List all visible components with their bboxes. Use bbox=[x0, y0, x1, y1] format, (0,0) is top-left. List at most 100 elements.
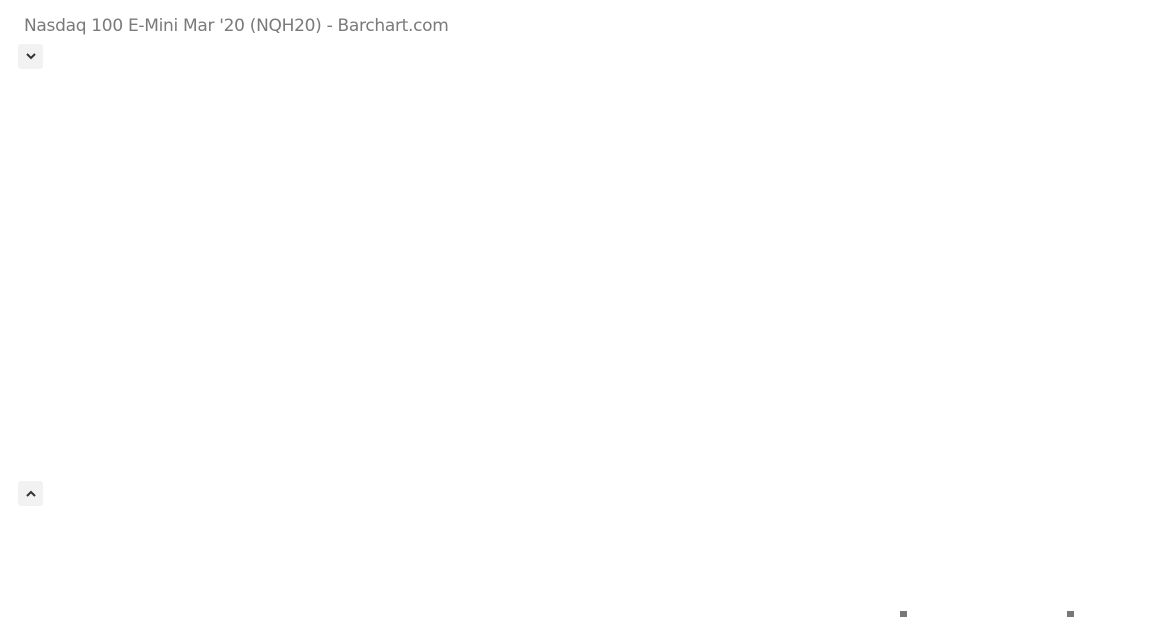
volume-bar bbox=[780, 516, 787, 589]
candle bbox=[692, 149, 700, 167]
candle bbox=[613, 196, 621, 205]
candle bbox=[868, 81, 876, 84]
volume-average-tag-bg bbox=[1093, 557, 1151, 576]
volume-bar bbox=[648, 535, 655, 589]
volume-bar bbox=[798, 492, 805, 589]
volume-bar bbox=[903, 513, 910, 589]
candle bbox=[507, 254, 515, 262]
candle bbox=[156, 321, 164, 339]
last-price-tag: 9,732.00 bbox=[1095, 44, 1148, 58]
candle bbox=[595, 192, 603, 205]
candle bbox=[200, 323, 208, 340]
y-tick-label: 7,000.00 bbox=[1095, 464, 1148, 478]
volume-bar bbox=[244, 549, 251, 589]
candle bbox=[859, 81, 867, 102]
volume-bar bbox=[481, 553, 488, 589]
candle bbox=[841, 92, 849, 104]
candle bbox=[41, 343, 49, 351]
volume-bar bbox=[332, 553, 339, 589]
volume-bar bbox=[226, 549, 233, 589]
volume-bar bbox=[411, 559, 418, 589]
volume-bar bbox=[560, 549, 567, 589]
volume-bar bbox=[121, 542, 128, 589]
volume-bar bbox=[464, 541, 471, 589]
candle bbox=[349, 275, 357, 278]
candle bbox=[762, 124, 770, 141]
candle bbox=[797, 129, 805, 147]
moving-average-red-line bbox=[11, 153, 908, 357]
volume-bar bbox=[42, 533, 49, 589]
volume-bar bbox=[604, 552, 611, 589]
candle bbox=[525, 240, 533, 244]
volume-bar bbox=[393, 542, 400, 589]
volume-bar bbox=[508, 552, 515, 589]
candle bbox=[481, 255, 489, 271]
candle bbox=[498, 260, 506, 264]
plot-frame bbox=[11, 7, 1087, 590]
volume-bar bbox=[59, 550, 66, 589]
candle bbox=[164, 321, 172, 325]
candle bbox=[657, 184, 665, 187]
volume-bar bbox=[323, 561, 330, 589]
candle bbox=[68, 350, 76, 364]
candle bbox=[665, 171, 673, 188]
candle bbox=[586, 204, 594, 207]
volume-bar bbox=[297, 553, 304, 589]
collapse-volume-pane-button[interactable] bbox=[18, 481, 43, 506]
candle bbox=[261, 296, 269, 303]
volume-bar bbox=[727, 539, 734, 589]
candle bbox=[745, 133, 752, 136]
candle bbox=[718, 141, 726, 154]
x-tick-label: Oct 14 bbox=[130, 597, 170, 611]
volume-bar bbox=[736, 528, 743, 589]
candle bbox=[393, 273, 401, 277]
ma-blue-tag-bg bbox=[1093, 269, 1151, 288]
scroll-handle-right[interactable] bbox=[1067, 611, 1074, 617]
collapse-price-pane-button[interactable] bbox=[18, 44, 43, 69]
volume-bar bbox=[279, 552, 286, 589]
candle bbox=[551, 220, 559, 225]
x-tick-label: Nov 25 bbox=[390, 597, 433, 611]
candle bbox=[252, 298, 260, 309]
x-tick-label: Jan 20 bbox=[711, 597, 750, 611]
candle bbox=[604, 192, 612, 197]
volume-bar bbox=[437, 561, 444, 589]
candle bbox=[789, 143, 797, 149]
candle bbox=[305, 280, 313, 284]
volume-bar bbox=[552, 544, 559, 589]
volume-bar bbox=[517, 518, 524, 589]
last-volume-tag-bg bbox=[1093, 504, 1151, 523]
volume-bar bbox=[24, 519, 31, 589]
x-tick-label: Sep 30 bbox=[42, 597, 84, 611]
volume-bar bbox=[631, 541, 638, 589]
candle bbox=[894, 64, 902, 66]
candle bbox=[446, 251, 454, 269]
candle bbox=[340, 273, 348, 276]
candle bbox=[182, 322, 190, 336]
volume-bar bbox=[886, 518, 893, 589]
ma-red-tag: 9,055.21 bbox=[1095, 138, 1148, 152]
volume-bar bbox=[402, 549, 409, 589]
volume-bar bbox=[77, 522, 84, 589]
candle bbox=[437, 245, 445, 253]
candle bbox=[367, 264, 375, 268]
volume-bar bbox=[525, 500, 532, 589]
volume-bar bbox=[824, 524, 831, 589]
ma-red-tag-bg bbox=[1093, 135, 1151, 154]
y-tick-label: 8,500.00 bbox=[1095, 233, 1148, 247]
candle bbox=[173, 322, 181, 325]
volume-bar bbox=[86, 522, 93, 589]
candle bbox=[384, 264, 392, 274]
candle bbox=[622, 200, 630, 205]
candle bbox=[771, 150, 779, 171]
scroll-handle-left[interactable] bbox=[900, 611, 907, 617]
volume-bar bbox=[218, 545, 225, 589]
candle bbox=[824, 107, 832, 148]
candle bbox=[217, 327, 225, 330]
volume-bar bbox=[763, 502, 770, 589]
volume-bar bbox=[877, 537, 884, 589]
candle bbox=[24, 336, 32, 358]
volume-bar bbox=[587, 577, 594, 589]
candle bbox=[516, 245, 524, 256]
